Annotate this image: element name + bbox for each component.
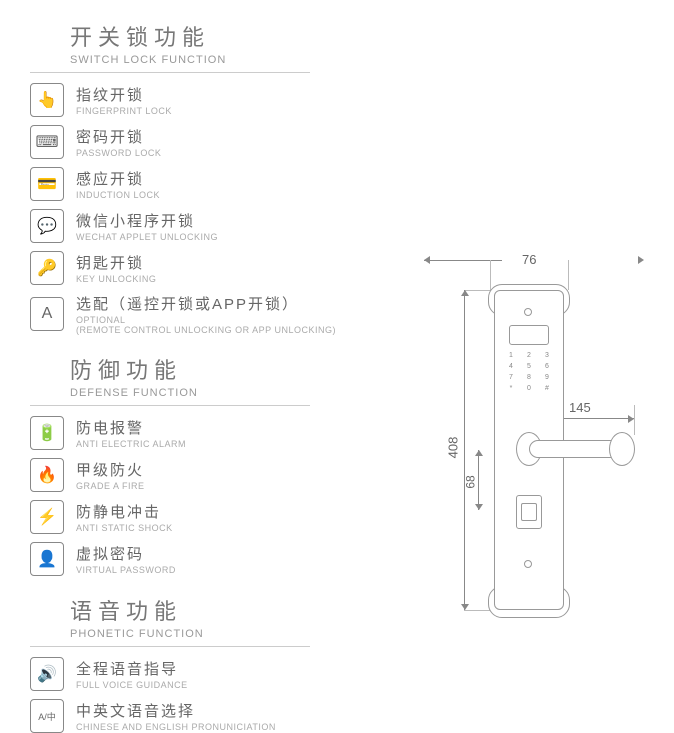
feature-label-cn: 中英文语音选择 <box>76 700 276 721</box>
keypad-key: 1 <box>504 352 518 359</box>
keypad-key: 0 <box>522 385 536 392</box>
feature-icon: 👆 <box>30 83 64 117</box>
feature-icon: ⚡ <box>30 500 64 534</box>
feature-label-cn: 全程语音指导 <box>76 658 188 679</box>
feature-label-cn: 防电报警 <box>76 417 186 438</box>
feature-label-en: ANTI ELECTRIC ALARM <box>76 439 186 449</box>
feature-label-en: KEY UNLOCKING <box>76 274 156 284</box>
feature-icon: 🔑 <box>30 251 64 285</box>
feature-label-en: INDUCTION LOCK <box>76 190 160 200</box>
feature-label-en: OPTIONAL(REMOTE CONTROL UNLOCKING OR APP… <box>76 315 336 335</box>
feature-label-cn: 指纹开锁 <box>76 84 172 105</box>
feature-icon: 💬 <box>30 209 64 243</box>
section-divider <box>30 646 310 647</box>
feature-icon: 🔊 <box>30 657 64 691</box>
feature-label-en: PASSWORD LOCK <box>76 148 161 158</box>
feature-icon: 💳 <box>30 167 64 201</box>
feature-label-en: ANTI STATIC SHOCK <box>76 523 173 533</box>
feature-label-cn: 微信小程序开锁 <box>76 210 218 231</box>
section-title-cn: 开关锁功能 <box>70 20 644 52</box>
feature-item: A/中中英文语音选择CHINESE AND ENGLISH PRONUNICIA… <box>30 699 644 733</box>
feature-label-en: FINGERPRINT LOCK <box>76 106 172 116</box>
feature-icon: ⌨ <box>30 125 64 159</box>
lock-technical-diagram: 76 408 68 145 123456789*0# <box>424 260 644 640</box>
dim-width: 76 <box>522 252 536 267</box>
feature-label-en: FULL VOICE GUIDANCE <box>76 680 188 690</box>
feature-label-en: VIRTUAL PASSWORD <box>76 565 176 575</box>
dim-height: 408 <box>445 437 460 459</box>
feature-icon: 🔋 <box>30 416 64 450</box>
section-divider <box>30 405 310 406</box>
feature-item: 🔊 全程语音指导FULL VOICE GUIDANCE <box>30 657 644 691</box>
feature-label-cn: 选配（遥控开锁或APP开锁） <box>76 293 336 314</box>
feature-label-cn: 感应开锁 <box>76 168 160 189</box>
keypad-key: 2 <box>522 352 536 359</box>
keypad-key: 4 <box>504 363 518 370</box>
feature-item: ⌨ 密码开锁PASSWORD LOCK <box>30 125 644 159</box>
section-title-en: SWITCH LOCK FUNCTION <box>70 54 644 66</box>
dim-offset: 68 <box>464 475 478 488</box>
feature-icon: 👤 <box>30 542 64 576</box>
feature-icon: A <box>30 297 64 331</box>
section-header: 开关锁功能 SWITCH LOCK FUNCTION <box>70 20 644 66</box>
keypad-key: 8 <box>522 374 536 381</box>
feature-item: 👆 指纹开锁FINGERPRINT LOCK <box>30 83 644 117</box>
keypad-key: 3 <box>540 352 554 359</box>
feature-label-en: CHINESE AND ENGLISH PRONUNICIATION <box>76 722 276 732</box>
feature-label-en: WECHAT APPLET UNLOCKING <box>76 232 218 242</box>
feature-label-cn: 密码开锁 <box>76 126 161 147</box>
feature-label-cn: 防静电冲击 <box>76 501 173 522</box>
feature-icon: A/中 <box>30 699 64 733</box>
keypad-key: 9 <box>540 374 554 381</box>
feature-label-en: GRADE A FIRE <box>76 481 145 491</box>
feature-label-cn: 虚拟密码 <box>76 543 176 564</box>
feature-icon: 🔥 <box>30 458 64 492</box>
diagram-keypad: 123 456 789 * 0 # <box>504 352 554 392</box>
keypad-key: 5 <box>522 363 536 370</box>
feature-list: 🔊 全程语音指导FULL VOICE GUIDANCE A/中中英文语音选择CHIN… <box>30 657 644 733</box>
keypad-key: 7 <box>504 374 518 381</box>
keypad-key: 6 <box>540 363 554 370</box>
feature-label-cn: 钥匙开锁 <box>76 252 156 273</box>
feature-item: 💳 感应开锁INDUCTION LOCK <box>30 167 644 201</box>
keypad-key: * <box>504 385 518 392</box>
feature-item: 💬 微信小程序开锁WECHAT APPLET UNLOCKING <box>30 209 644 243</box>
keypad-key: # <box>540 385 554 392</box>
feature-label-cn: 甲级防火 <box>76 459 145 480</box>
dim-handle: 145 <box>569 400 591 415</box>
section-divider <box>30 72 310 73</box>
